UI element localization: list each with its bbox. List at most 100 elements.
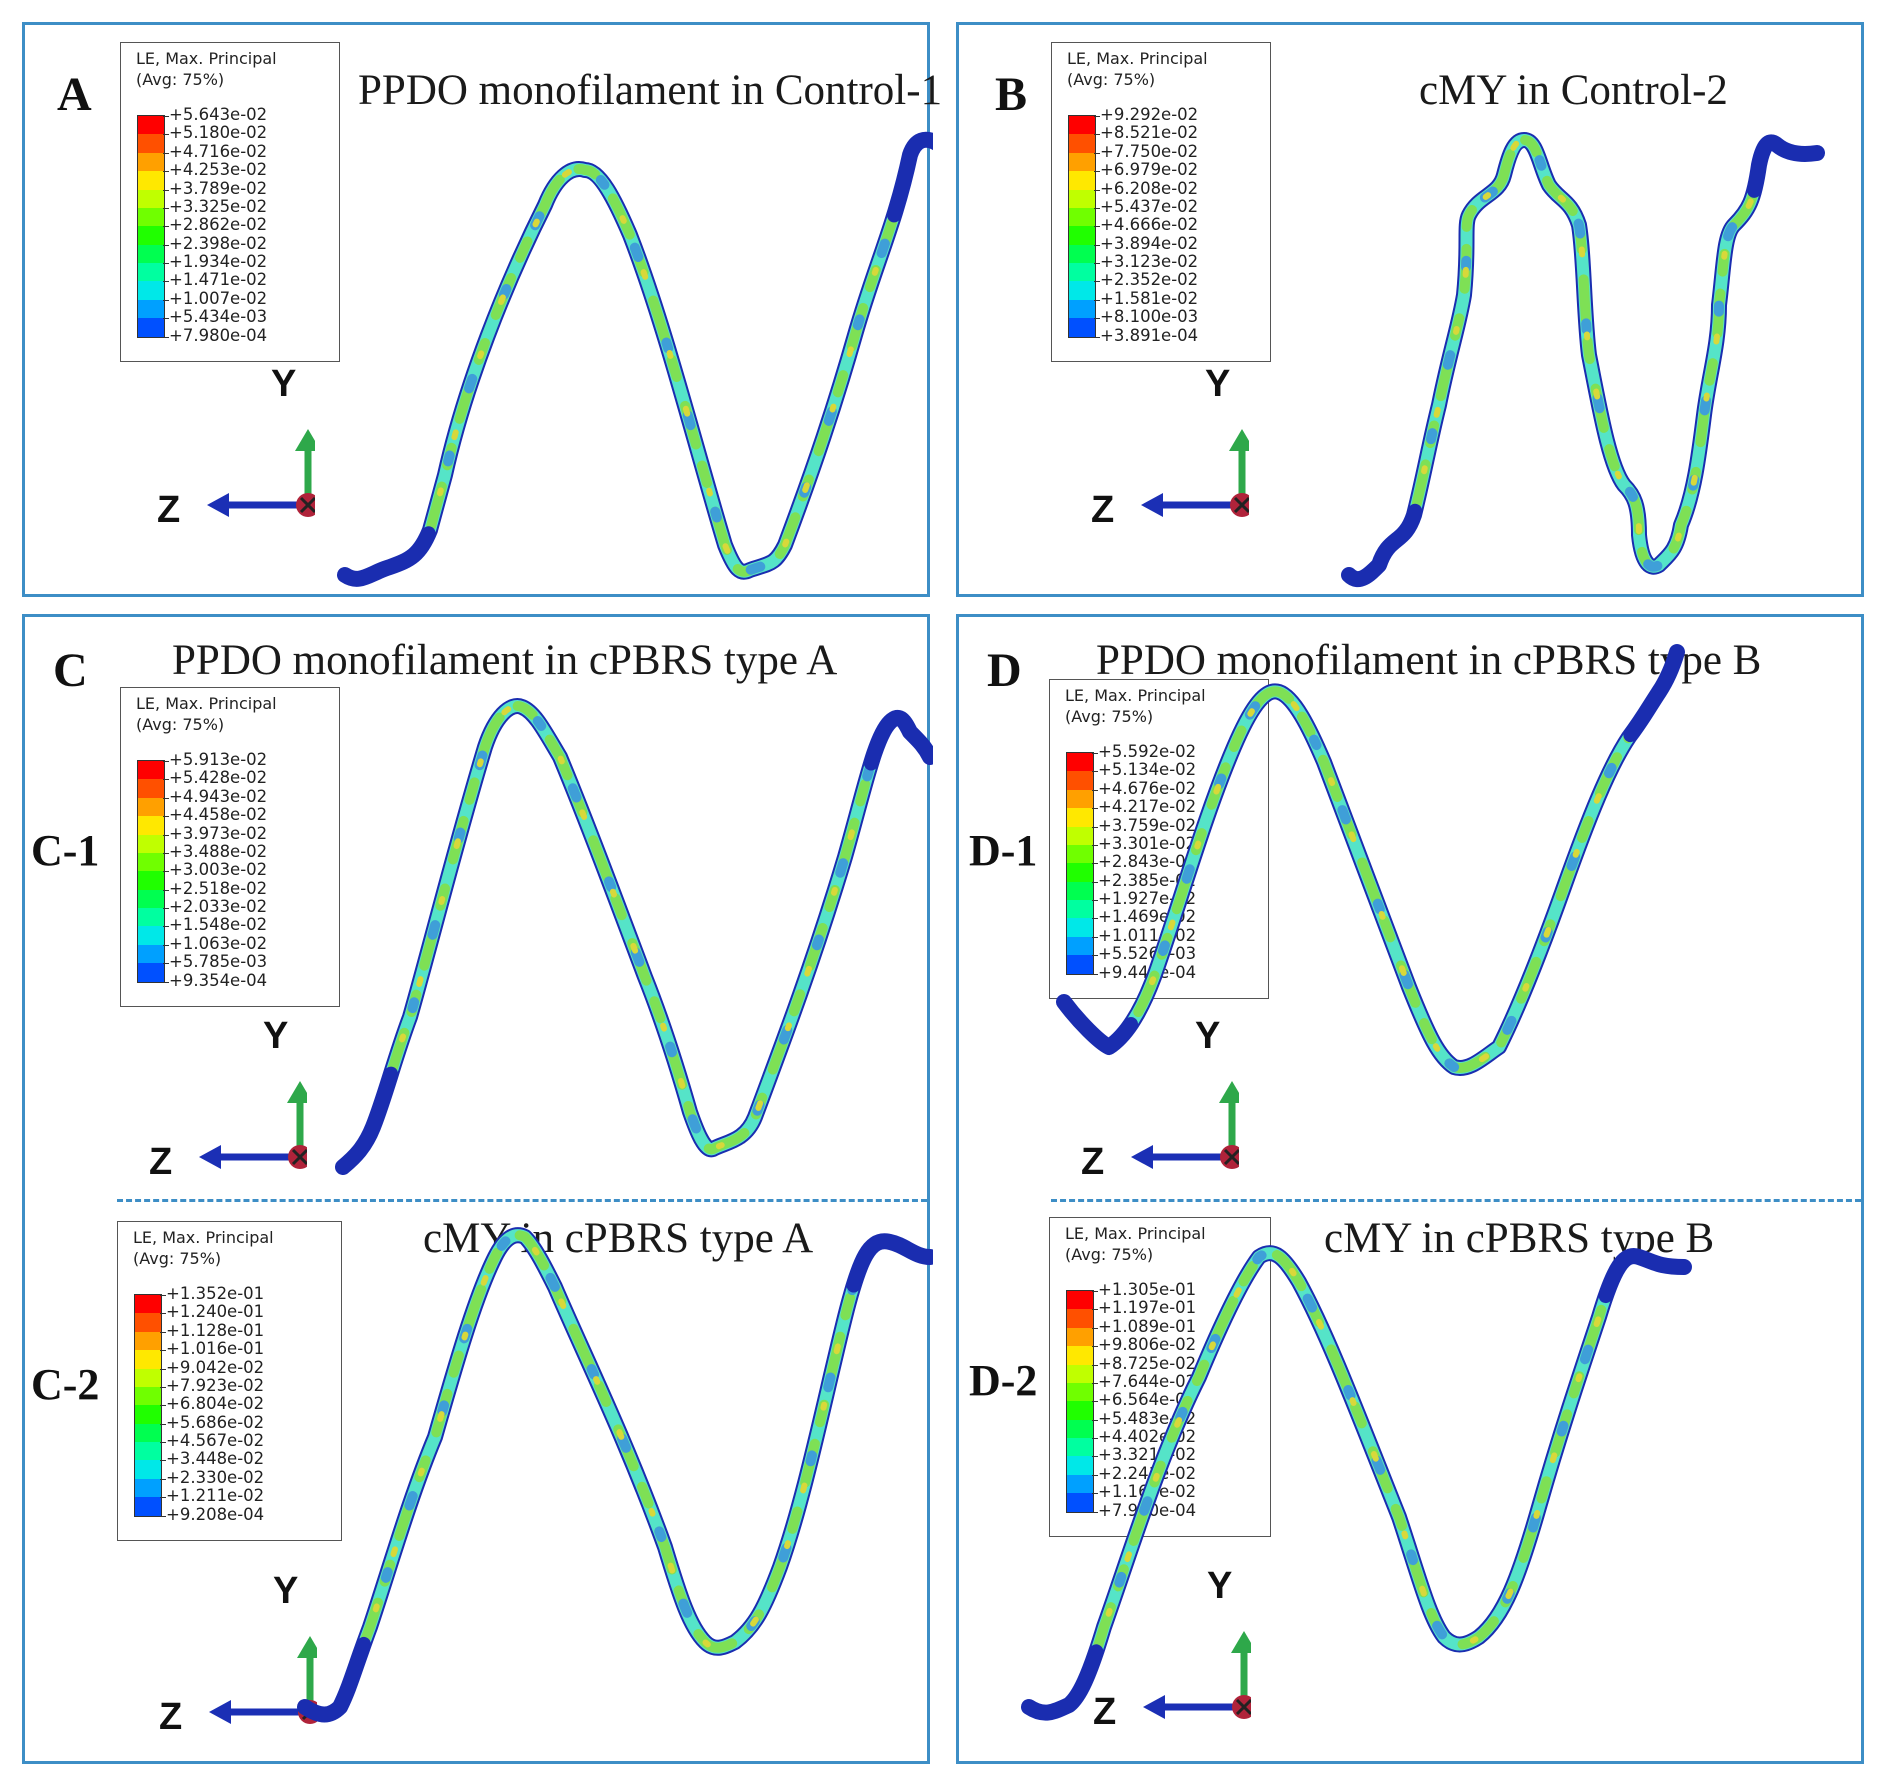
legend-color-band	[1067, 900, 1093, 919]
legend-tick	[160, 1405, 166, 1407]
legend-color-band	[138, 926, 164, 945]
legend-color-bar	[1066, 1290, 1094, 1513]
legend-value: +2.518e-02	[169, 878, 268, 898]
legend-tick	[1092, 1456, 1098, 1458]
legend-tick	[160, 1478, 166, 1480]
filament-tube	[335, 698, 933, 1175]
legend-tick	[163, 116, 169, 117]
legend-tick	[1092, 1291, 1098, 1292]
legend-tick	[1094, 244, 1100, 246]
legend-color-band	[1067, 863, 1093, 882]
z-axis-label: Z	[1091, 489, 1115, 531]
legend-subtitle: (Avg: 75%)	[1065, 1245, 1154, 1264]
legend-value: +3.488e-02	[169, 841, 268, 861]
legend-value: +2.330e-02	[166, 1467, 265, 1487]
legend-tick	[1092, 1493, 1098, 1495]
panel-letter: C	[53, 644, 88, 697]
legend-value: +2.843e-02	[1098, 852, 1197, 872]
legend-value: +3.003e-02	[169, 860, 268, 880]
legend-color-band	[1069, 152, 1095, 172]
legend-value: +4.217e-02	[1098, 797, 1197, 817]
legend-color-band	[1067, 1493, 1093, 1512]
y-axis-label: Y	[1207, 1565, 1233, 1607]
legend-color-band	[1067, 1291, 1093, 1310]
legend-color-band	[138, 871, 164, 890]
z-axis-arrowhead	[1143, 1695, 1165, 1719]
legend-title: LE, Max. Principal	[136, 694, 277, 713]
legend-value: +3.301e-02	[1098, 833, 1197, 853]
deformed-filament	[1021, 1245, 1692, 1721]
legend-tick	[1092, 771, 1098, 773]
legend-value: +3.973e-02	[169, 823, 268, 843]
legend-tick	[1092, 1309, 1098, 1311]
legend-value: +4.567e-02	[166, 1431, 265, 1451]
legend-tick	[1092, 936, 1098, 938]
tube-base	[299, 1229, 933, 1721]
x-axis-cross	[299, 496, 315, 514]
legend-color-band	[1069, 171, 1095, 190]
legend-tick	[1092, 844, 1098, 846]
legend-tick	[1094, 189, 1100, 191]
legend-value: +9.443e-04	[1098, 962, 1197, 982]
legend-tick	[1092, 1346, 1098, 1348]
legend-color-band	[1069, 263, 1095, 282]
legend-color-band	[135, 1386, 161, 1406]
legend-value: +3.891e-04	[1100, 325, 1199, 345]
legend-value: +5.913e-02	[169, 750, 268, 769]
legend-color-band	[138, 134, 164, 153]
legend-color-band	[138, 152, 164, 172]
legend-color-band	[138, 263, 164, 282]
tube-strain-yellow	[1026, 1250, 1687, 1716]
legend-color-band	[1069, 207, 1095, 227]
legend-color-bar	[1066, 752, 1094, 975]
legend-tick	[1094, 116, 1100, 117]
filament-tube	[337, 131, 933, 587]
legend-value: +8.521e-02	[1100, 123, 1199, 143]
sub-panel-label: C-1	[31, 826, 100, 875]
legend-color-band	[1067, 1456, 1093, 1475]
z-axis-arrowhead	[1131, 1145, 1153, 1169]
legend-value: +6.564e-02	[1098, 1390, 1197, 1410]
legend-subtitle: (Avg: 75%)	[1067, 70, 1156, 89]
sub-panel-label: D-2	[969, 1356, 1038, 1405]
legend-color-band	[135, 1350, 161, 1369]
legend-color-band	[1069, 318, 1095, 337]
y-axis-label: Y	[273, 1570, 299, 1612]
legend-tick	[160, 1442, 166, 1444]
legend-tick	[163, 336, 169, 338]
legend-color-band	[138, 963, 164, 982]
legend-color-band	[138, 908, 164, 927]
legend-value: +1.305e-01	[1098, 1280, 1197, 1299]
legend-value: +7.750e-02	[1100, 141, 1199, 161]
legend-value: +2.241e-02	[1098, 1463, 1197, 1483]
legend-value: +6.804e-02	[166, 1394, 265, 1414]
tube-strain-blue	[300, 1230, 933, 1720]
legend-tick	[163, 152, 169, 154]
y-axis-arrowhead	[297, 1636, 317, 1658]
tube-strain-blue	[340, 134, 933, 584]
legend-value: +1.089e-01	[1098, 1316, 1197, 1336]
legend-value: +2.352e-02	[1100, 270, 1199, 290]
legend-value: +7.644e-02	[1098, 1371, 1197, 1391]
legend-value: +6.208e-02	[1100, 178, 1199, 198]
legend-subtitle: (Avg: 75%)	[136, 715, 225, 734]
deformed-filament	[337, 131, 933, 587]
legend-value: +9.354e-04	[169, 970, 268, 990]
legend-value: +1.934e-02	[169, 252, 268, 272]
legend-color-band	[1067, 789, 1093, 809]
legend-color-band	[1067, 1419, 1093, 1438]
legend-color-bar	[1068, 115, 1096, 338]
legend-value: +1.016e-01	[166, 1339, 265, 1359]
legend-color-band	[138, 779, 164, 798]
legend-value: +5.428e-02	[169, 768, 268, 788]
y-axis-arrowhead	[295, 429, 315, 451]
legend-color-bar	[137, 760, 165, 983]
legend-color-band	[138, 944, 164, 964]
x-axis-cross	[1223, 1148, 1239, 1166]
legend-tick	[160, 1497, 166, 1499]
x-axis-cross	[1235, 1698, 1251, 1716]
legend-tick	[1092, 955, 1098, 957]
legend-tick	[1094, 318, 1100, 320]
legend-tick	[1094, 226, 1100, 228]
